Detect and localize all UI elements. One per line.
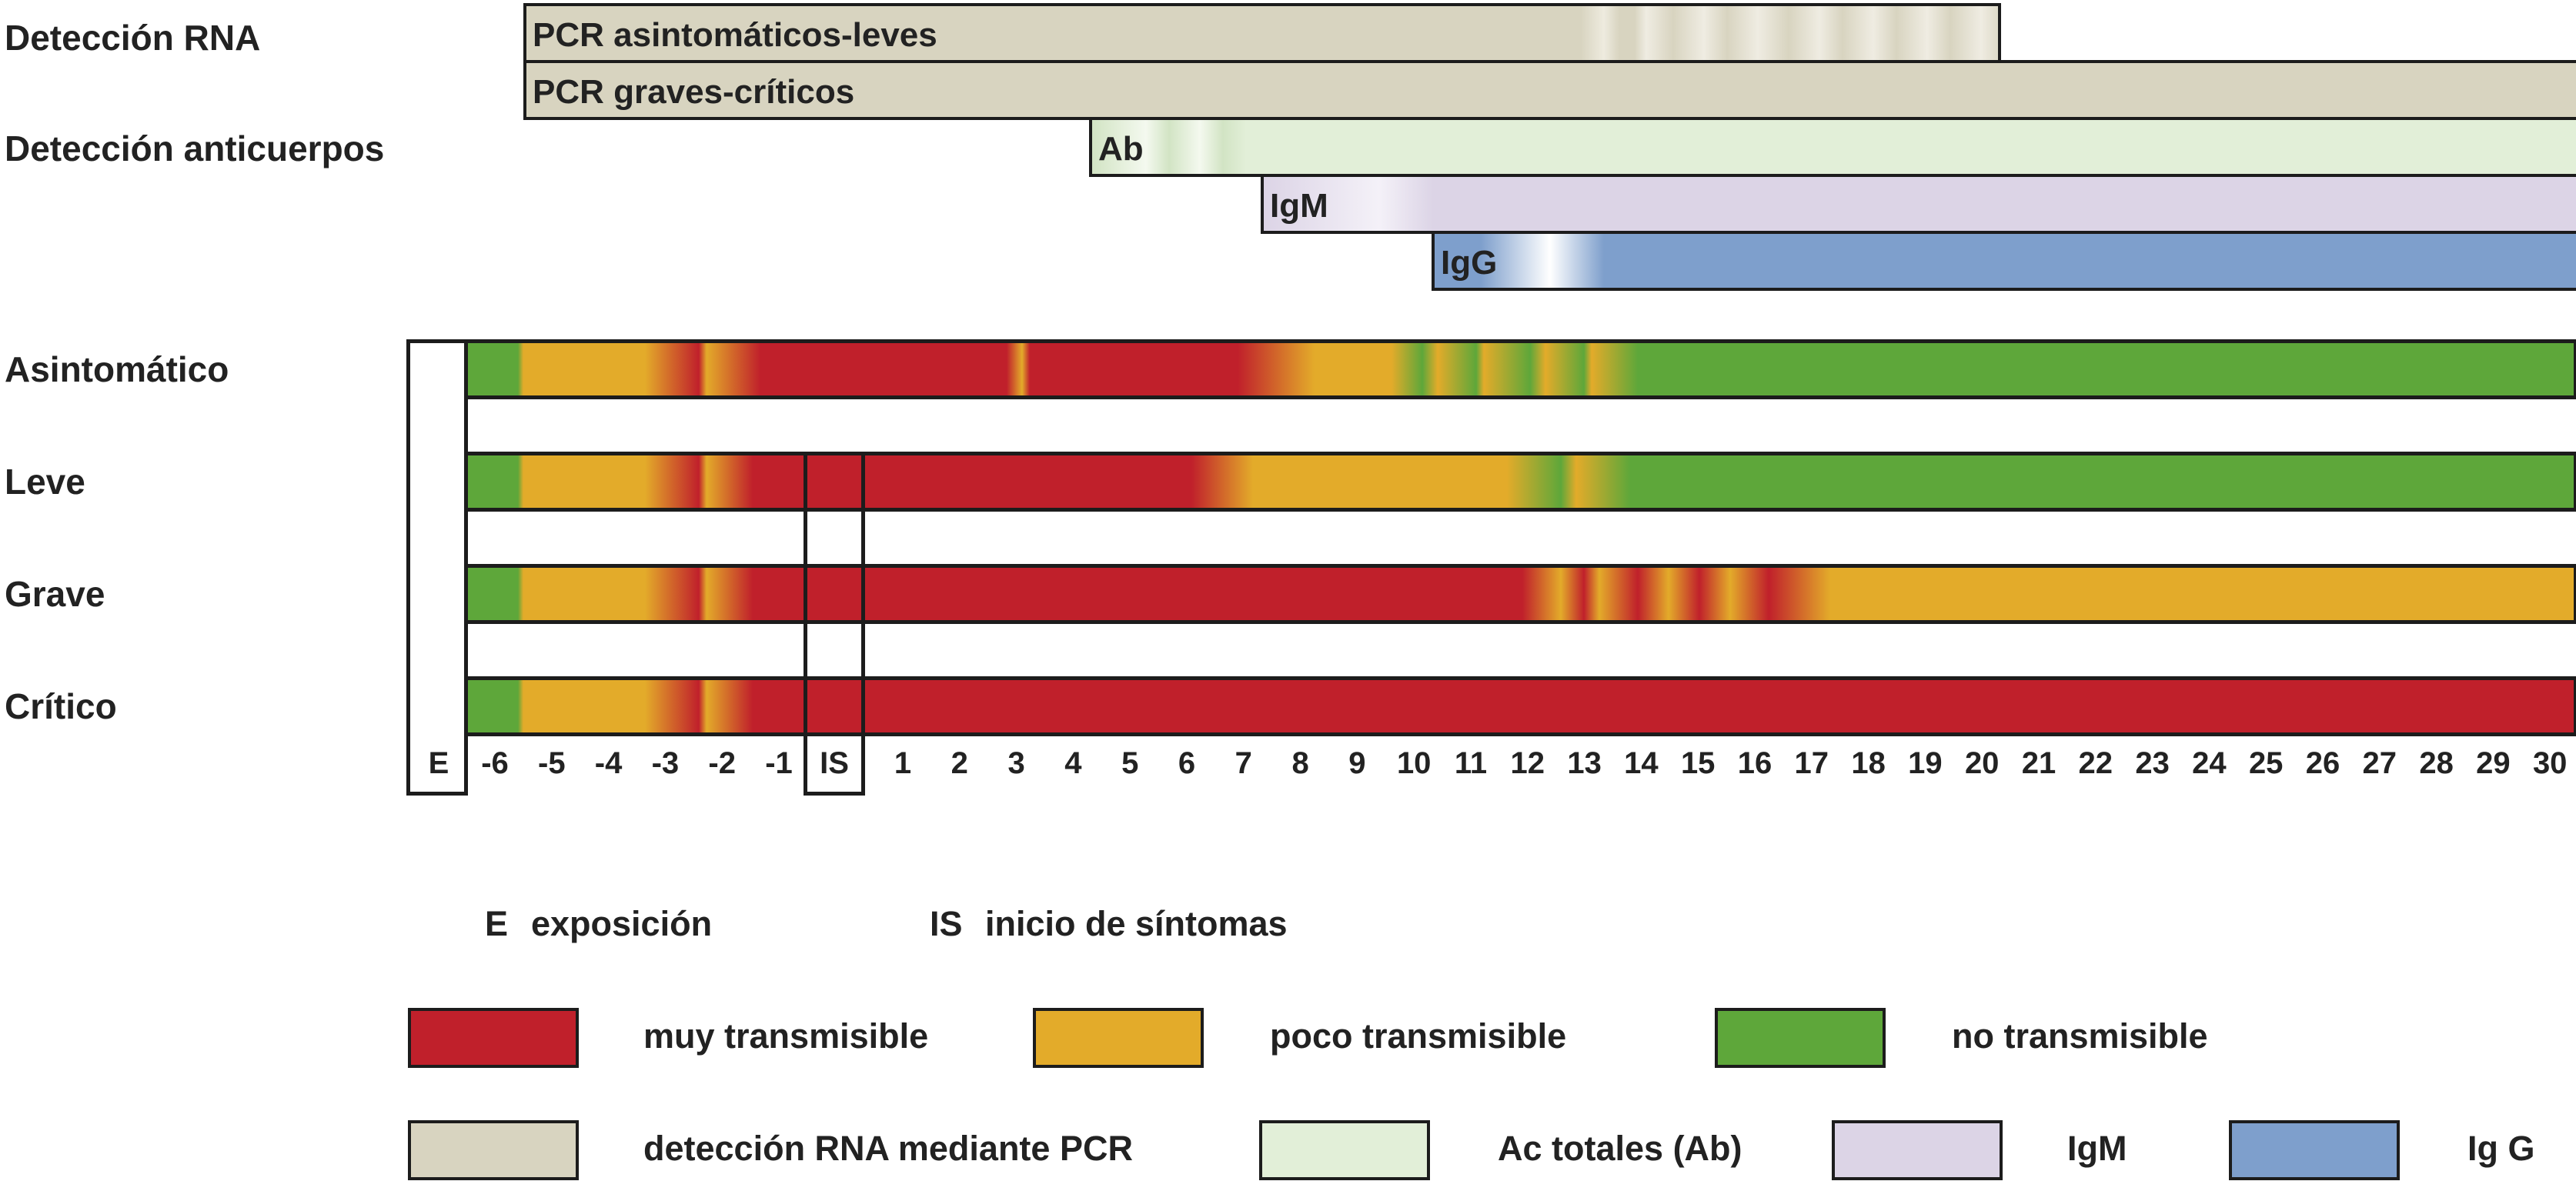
igm-bar: IgM [1261,174,2576,234]
axis-day-8: 8 [1291,746,1309,780]
axis-day--4: -4 [594,746,623,780]
axis-day--2: -2 [708,746,736,780]
axis-day-26: 26 [2305,746,2340,780]
axis-day-12: 12 [1510,746,1545,780]
exposure-column [406,339,468,796]
onset-column [804,452,865,796]
axis-day-7: 7 [1235,746,1252,780]
asymptomatic-label: Asintomático [5,349,229,389]
legend-igg-swatch [2229,1120,2400,1180]
mild-label: Leve [5,462,85,502]
igg-bar: IgG [1432,231,2576,291]
axis-day-22: 22 [2078,746,2113,780]
legend-muy-swatch [408,1008,579,1068]
legend-poco-text: poco transmisible [1270,1016,1567,1056]
axis-day-21: 21 [2021,746,2056,780]
axis-day-3: 3 [1007,746,1025,780]
axis-day-18: 18 [1851,746,1886,780]
legend-no-text: no transmisible [1952,1016,2208,1056]
igg-label: IgG [1441,244,1498,282]
axis-onset-marker: IS [820,746,849,780]
axis-day-29: 29 [2476,746,2511,780]
legend-e-abbr: E [485,904,509,943]
igm-label: IgM [1270,187,1328,225]
total-antibody-label: Ab [1098,130,1144,168]
axis-day-6: 6 [1178,746,1196,780]
legend-igg-text: Ig G [2467,1129,2535,1168]
axis-day-24: 24 [2192,746,2227,780]
pcr-asymptomatic-label: PCR asintomáticos-leves [533,16,937,54]
legend-ac-text: Ac totales (Ab) [1498,1129,1742,1168]
axis-day--3: -3 [651,746,680,780]
legend-igm-swatch [1832,1120,2003,1180]
axis-day-17: 17 [1794,746,1829,780]
critical-label: Crítico [5,686,117,726]
asymptomatic-strip [464,339,2576,399]
severe-label: Grave [5,574,105,614]
pcr-asymptomatic-bar: PCR asintomáticos-leves [523,3,2001,63]
axis-day--5: -5 [538,746,566,780]
axis-day-25: 25 [2248,746,2284,780]
axis-day-16: 16 [1737,746,1772,780]
axis-day-30: 30 [2532,746,2568,780]
legend-poco-swatch [1033,1008,1204,1068]
axis-day-4: 4 [1064,746,1082,780]
axis-day-14: 14 [1624,746,1659,780]
legend-pcr-text: detección RNA mediante PCR [643,1129,1133,1168]
legend-igm-text: IgM [2067,1129,2127,1168]
axis-day-1: 1 [894,746,912,780]
axis-day-2: 2 [951,746,968,780]
legend-ac-swatch [1259,1120,1430,1180]
total-antibody-bar: Ab [1089,117,2576,177]
severe-strip [464,564,2576,624]
axis-day-23: 23 [2135,746,2170,780]
axis-day-28: 28 [2419,746,2454,780]
axis-day-15: 15 [1680,746,1716,780]
axis-day-9: 9 [1348,746,1366,780]
axis-day-5: 5 [1121,746,1139,780]
legend-no-swatch [1715,1008,1886,1068]
critical-strip [464,676,2576,736]
legend-pcr-swatch [408,1120,579,1180]
legend-muy-text: muy transmisible [643,1016,929,1056]
pcr-severe-label: PCR graves-críticos [533,73,855,111]
axis-exposure-marker: E [428,746,449,780]
axis-day--6: -6 [481,746,509,780]
axis-day-19: 19 [1908,746,1943,780]
axis-day-27: 27 [2362,746,2397,780]
legend-is-text: inicio de síntomas [985,904,1288,943]
axis-day--1: -1 [765,746,793,780]
antibody-detection-label: Detección anticuerpos [5,128,385,168]
mild-strip [464,452,2576,512]
rna-detection-label: Detección RNA [5,18,261,58]
axis-day-20: 20 [1964,746,2000,780]
axis-day-13: 13 [1567,746,1602,780]
axis-day-10: 10 [1396,746,1432,780]
axis-day-11: 11 [1454,746,1488,780]
legend-is-abbr: IS [930,904,963,943]
pcr-severe-bar: PCR graves-críticos [523,60,2576,120]
legend-e-text: exposición [531,904,713,943]
